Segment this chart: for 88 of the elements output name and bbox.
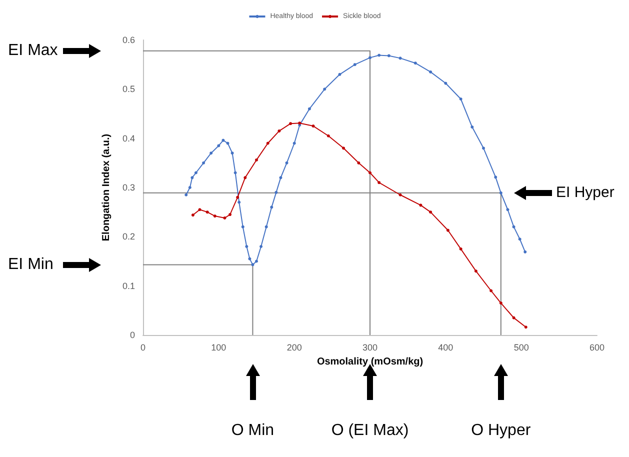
x-tick-label: 0 [140,342,146,352]
point [338,72,342,76]
text: O Hyper [470,421,532,441]
x-tick-label: 100 [211,342,226,352]
point [357,161,360,164]
point [223,216,226,220]
point [499,191,502,194]
text: EI Min [8,254,54,275]
line-series [191,122,528,329]
point [248,257,252,260]
point [512,316,516,320]
line-series [184,54,527,266]
point [494,176,498,179]
point [459,98,462,100]
point [474,270,478,273]
point [184,193,188,196]
point [210,152,213,155]
point [312,124,315,128]
point [217,144,220,148]
point [368,171,372,174]
text: O Min [230,421,276,441]
point [190,176,194,180]
point [378,181,381,184]
point [499,302,502,305]
x-tick-label: 200 [286,342,302,352]
point [202,161,206,164]
annotation: EI Hyper [556,182,614,203]
point [285,161,288,164]
y-tick-label: 0.2 [122,232,135,242]
point [279,176,282,180]
point [323,88,326,91]
point [270,206,274,209]
point [446,228,450,232]
point [429,210,432,214]
x-axis-title: Osmolality (mOsm/kg) [316,356,424,368]
point [419,204,422,207]
point [244,176,247,180]
point [213,214,216,218]
point [264,225,268,228]
point [387,54,390,58]
point [206,210,209,214]
point [398,56,402,60]
text: EI Max [8,40,58,61]
point [222,138,225,142]
y-tick-label: 0.4 [122,133,135,144]
point [326,134,330,138]
point [234,171,237,174]
point [524,250,527,254]
x-tick-label: 600 [589,342,605,352]
point [194,171,198,174]
point [368,56,372,60]
x-tick-label: 300 [362,342,378,352]
text: O (EI Max) [330,421,410,441]
point [398,193,402,196]
point [470,126,474,129]
y-tick-label: 0.1 [122,280,135,291]
point [191,214,194,217]
point [236,196,240,199]
y-tick-label: 0.6 [122,35,135,45]
point [255,260,258,263]
point [524,326,528,329]
y-tick-label: 0.5 [122,84,135,94]
point [459,247,462,250]
point [506,208,510,212]
point [289,122,292,126]
point [241,225,244,228]
point [230,152,234,155]
y-tick-label: 0 [130,330,135,340]
point [251,263,254,266]
point [482,146,485,150]
x-tick-label: 400 [438,342,454,352]
point [342,146,346,150]
point [226,142,230,145]
point [518,238,522,241]
point [414,62,417,65]
point [245,245,248,248]
y-tick-label: 0.3 [122,182,135,192]
point [198,208,202,212]
point [308,107,311,110]
point [278,129,281,132]
y-axis-title: Elongation Index (a.u.) [101,134,112,242]
point [353,63,356,66]
point [490,289,493,292]
x-tick-label: 500 [514,342,529,352]
point [378,54,381,57]
point [238,200,241,204]
point [274,190,278,194]
point [188,186,192,189]
